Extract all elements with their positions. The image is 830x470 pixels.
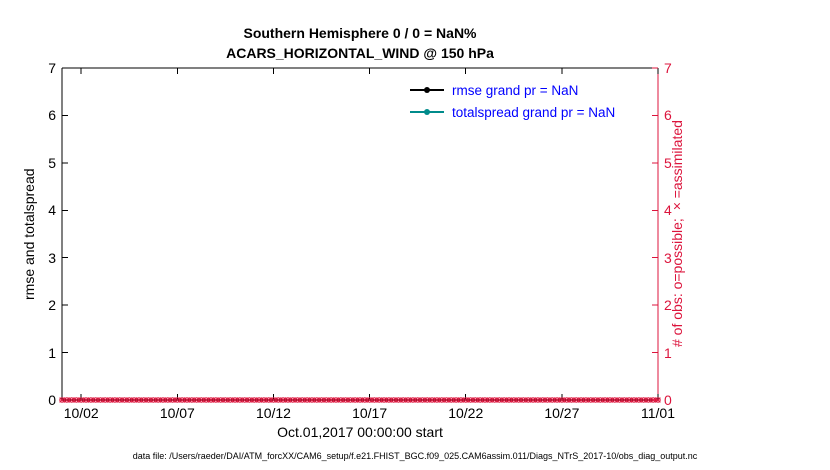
y-tick-label-left: 1 (48, 344, 56, 361)
legend-label: rmse grand pr = NaN (452, 82, 579, 98)
y-tick-label-left: 3 (48, 249, 56, 266)
y-tick-label-left: 0 (48, 392, 56, 408)
y-tick-label-left: 7 (48, 60, 56, 76)
chart-title-line2: ACARS_HORIZONTAL_WIND @ 150 hPa (226, 45, 494, 61)
y-tick-label-left: 2 (48, 297, 56, 314)
x-tick-label: 10/27 (544, 405, 580, 421)
y-tick-label-right: 3 (664, 249, 672, 266)
y-tick-label-right: 4 (664, 202, 672, 219)
y-tick-label-right: 6 (664, 107, 672, 124)
x-tick-label: 10/22 (448, 405, 484, 421)
y-tick-label-left: 5 (48, 154, 56, 171)
x-axis-label: Oct.01,2017 00:00:00 start (277, 424, 443, 440)
y-tick-label-right: 0 (664, 392, 672, 408)
x-tick-label: 10/12 (255, 405, 291, 421)
legend-entry: totalspread grand pr = NaN (410, 101, 615, 123)
legend: rmse grand pr = NaN totalspread grand pr … (410, 79, 615, 123)
data-file-caption: data file: /Users/raeder/DAI/ATM_forcXX/… (132, 451, 698, 461)
x-tick-label: 10/07 (159, 405, 195, 421)
y-tick-label-right: 5 (664, 154, 672, 171)
chart-title-line1: Southern Hemisphere 0 / 0 = NaN% (243, 25, 477, 41)
legend-line-sample-icon (410, 86, 444, 94)
x-tick-label: 10/17 (352, 405, 388, 421)
legend-entry: rmse grand pr = NaN (410, 79, 615, 101)
y-tick-label-right: 7 (664, 60, 672, 76)
legend-line-sample-icon (410, 108, 444, 116)
y-tick-label-right: 1 (664, 344, 672, 361)
x-tick-label: 11/01 (641, 405, 675, 421)
x-tick-label: 10/02 (63, 405, 99, 421)
y-tick-label-right: 2 (664, 297, 672, 314)
legend-label: totalspread grand pr = NaN (452, 104, 616, 120)
y-tick-label-left: 6 (48, 107, 56, 124)
y-tick-label-left: 4 (48, 202, 56, 219)
chart-title: Southern Hemisphere 0 / 0 = NaN% ACARS_H… (62, 23, 658, 63)
